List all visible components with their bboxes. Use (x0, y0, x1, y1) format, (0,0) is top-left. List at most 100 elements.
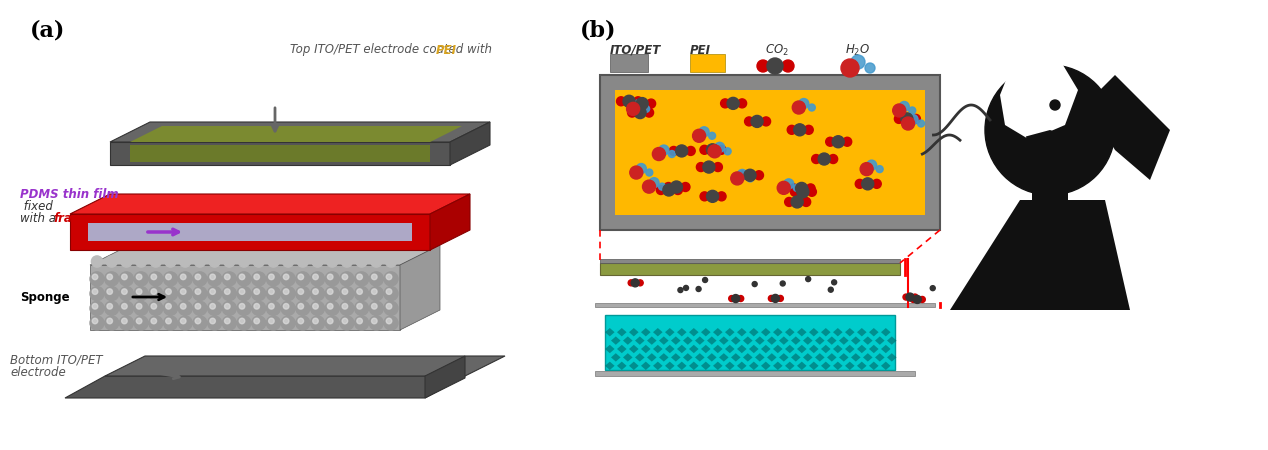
Circle shape (715, 142, 724, 152)
Circle shape (702, 278, 708, 283)
Circle shape (789, 184, 798, 193)
Circle shape (696, 287, 701, 292)
Circle shape (238, 256, 250, 267)
Circle shape (657, 185, 666, 194)
Circle shape (180, 303, 186, 309)
Circle shape (747, 175, 753, 182)
Circle shape (107, 303, 113, 309)
Polygon shape (611, 337, 620, 345)
Circle shape (903, 294, 909, 300)
Polygon shape (708, 337, 716, 345)
Circle shape (209, 274, 216, 280)
Circle shape (832, 280, 837, 285)
Circle shape (696, 162, 705, 171)
Circle shape (298, 289, 303, 294)
Circle shape (222, 302, 236, 315)
Circle shape (298, 303, 303, 309)
Bar (690, 54, 725, 72)
Polygon shape (689, 328, 699, 337)
Circle shape (342, 289, 347, 294)
Circle shape (762, 117, 771, 126)
Circle shape (692, 129, 705, 142)
Polygon shape (791, 353, 800, 362)
Circle shape (240, 303, 245, 309)
Circle shape (237, 287, 251, 301)
Circle shape (718, 192, 727, 201)
Circle shape (107, 289, 113, 294)
Circle shape (342, 274, 347, 280)
Circle shape (313, 318, 318, 324)
Circle shape (729, 296, 734, 302)
Circle shape (136, 274, 142, 280)
Circle shape (912, 114, 921, 123)
Circle shape (107, 256, 118, 267)
Circle shape (224, 289, 230, 294)
Circle shape (313, 289, 318, 294)
Circle shape (796, 186, 809, 198)
Circle shape (298, 318, 303, 324)
Circle shape (369, 316, 383, 330)
Polygon shape (647, 337, 657, 345)
Polygon shape (798, 345, 806, 353)
Circle shape (787, 125, 796, 134)
Circle shape (771, 294, 780, 302)
Polygon shape (779, 337, 789, 345)
Circle shape (237, 302, 251, 315)
Polygon shape (761, 328, 771, 337)
Polygon shape (623, 353, 633, 362)
Circle shape (194, 256, 205, 267)
Circle shape (105, 287, 119, 301)
Polygon shape (820, 328, 831, 337)
Circle shape (700, 145, 709, 154)
Polygon shape (635, 337, 644, 345)
Circle shape (384, 302, 398, 315)
Polygon shape (689, 345, 699, 353)
Circle shape (387, 303, 392, 309)
Circle shape (122, 289, 127, 294)
Circle shape (678, 288, 683, 292)
Circle shape (804, 125, 813, 134)
Circle shape (634, 107, 647, 119)
Circle shape (223, 256, 235, 267)
Polygon shape (677, 328, 686, 337)
Circle shape (356, 303, 363, 309)
Circle shape (777, 295, 784, 302)
Circle shape (107, 274, 113, 280)
Polygon shape (105, 356, 505, 376)
Circle shape (637, 163, 647, 174)
Circle shape (872, 180, 881, 189)
Text: $CO_2$: $CO_2$ (765, 42, 789, 58)
Circle shape (643, 105, 649, 112)
Polygon shape (888, 353, 896, 362)
Circle shape (647, 99, 656, 108)
Circle shape (616, 97, 625, 106)
Circle shape (298, 274, 303, 280)
Circle shape (805, 277, 810, 282)
Circle shape (931, 286, 936, 291)
Polygon shape (664, 345, 675, 353)
Circle shape (208, 316, 222, 330)
Circle shape (630, 166, 643, 179)
Polygon shape (737, 345, 747, 353)
Polygon shape (618, 345, 626, 353)
Circle shape (818, 153, 831, 165)
Circle shape (355, 272, 369, 286)
Polygon shape (677, 362, 686, 370)
Circle shape (209, 303, 216, 309)
Circle shape (724, 148, 732, 155)
Circle shape (224, 274, 230, 280)
Circle shape (355, 287, 369, 301)
Circle shape (720, 99, 729, 108)
Polygon shape (618, 328, 626, 337)
Polygon shape (713, 328, 723, 337)
Circle shape (151, 289, 157, 294)
Polygon shape (623, 337, 633, 345)
Circle shape (105, 272, 119, 286)
Circle shape (325, 302, 340, 315)
Text: (a): (a) (30, 20, 66, 42)
Polygon shape (629, 362, 639, 370)
Circle shape (327, 303, 333, 309)
Circle shape (893, 104, 905, 117)
Circle shape (266, 316, 280, 330)
Text: $H_2O$: $H_2O$ (844, 42, 870, 58)
